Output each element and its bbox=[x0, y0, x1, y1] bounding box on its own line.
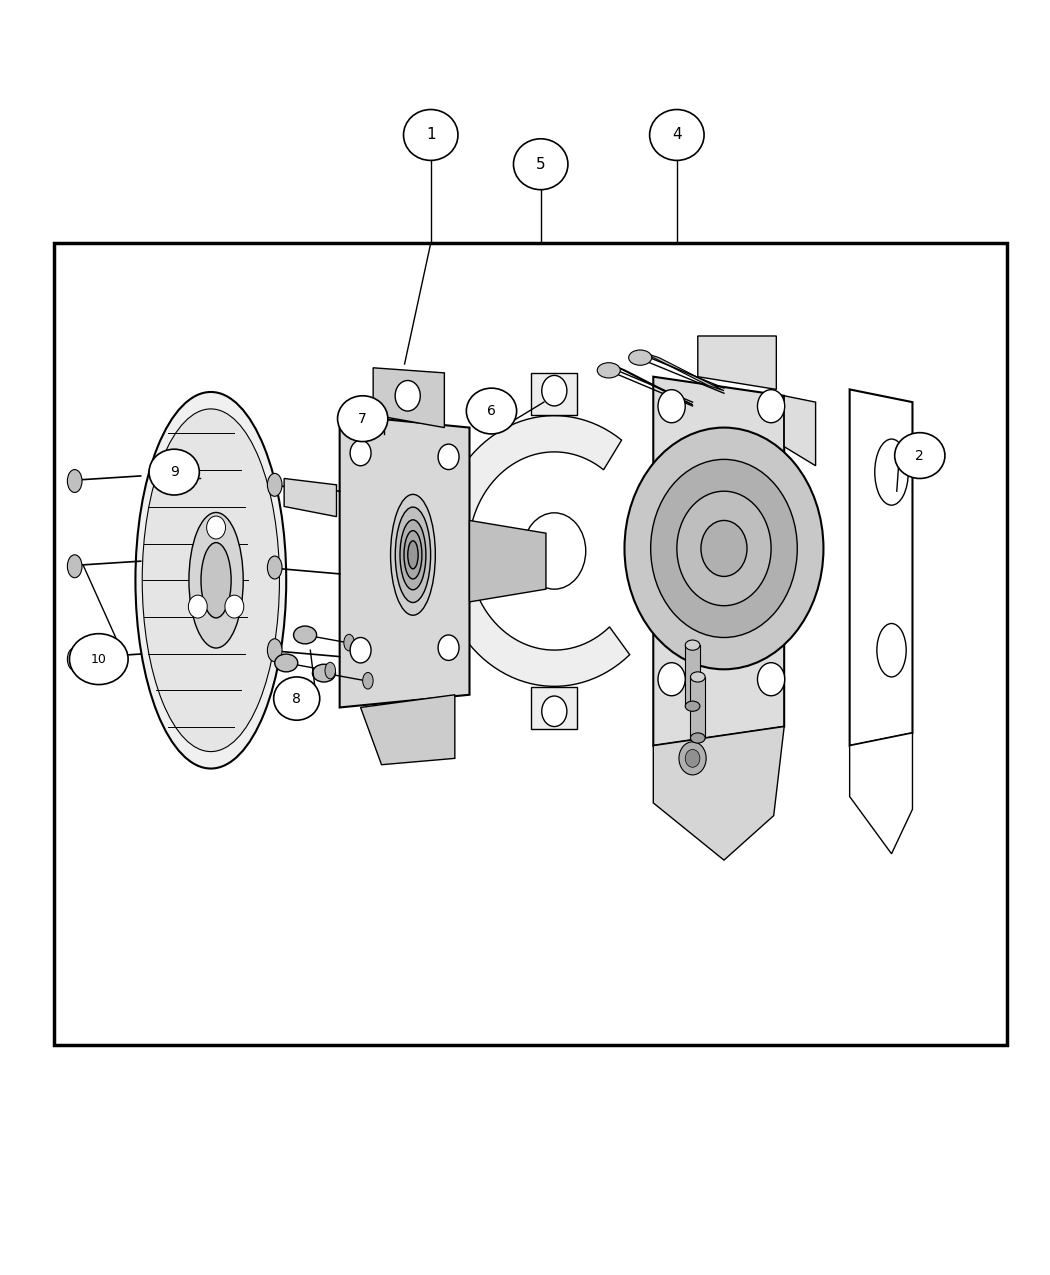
Circle shape bbox=[395, 380, 420, 411]
Circle shape bbox=[625, 427, 823, 669]
Circle shape bbox=[677, 491, 771, 606]
Circle shape bbox=[679, 742, 707, 775]
Polygon shape bbox=[698, 337, 776, 389]
Text: 8: 8 bbox=[292, 691, 301, 705]
Polygon shape bbox=[285, 478, 336, 516]
Polygon shape bbox=[373, 367, 444, 427]
Ellipse shape bbox=[294, 626, 317, 644]
Ellipse shape bbox=[391, 495, 436, 616]
Circle shape bbox=[523, 513, 586, 589]
Ellipse shape bbox=[691, 733, 706, 743]
Polygon shape bbox=[849, 733, 912, 854]
Ellipse shape bbox=[268, 639, 282, 662]
Ellipse shape bbox=[142, 409, 279, 751]
Polygon shape bbox=[437, 416, 630, 686]
Polygon shape bbox=[644, 352, 723, 390]
Ellipse shape bbox=[407, 541, 418, 569]
Polygon shape bbox=[653, 376, 784, 746]
Ellipse shape bbox=[650, 110, 705, 161]
Polygon shape bbox=[531, 687, 578, 729]
Circle shape bbox=[658, 663, 686, 696]
Ellipse shape bbox=[343, 635, 354, 650]
Ellipse shape bbox=[403, 110, 458, 161]
Text: 1: 1 bbox=[426, 128, 436, 143]
Circle shape bbox=[225, 595, 244, 618]
Ellipse shape bbox=[404, 530, 422, 579]
Ellipse shape bbox=[313, 664, 335, 682]
Ellipse shape bbox=[69, 634, 128, 685]
Circle shape bbox=[350, 638, 371, 663]
Text: 2: 2 bbox=[916, 449, 924, 463]
Ellipse shape bbox=[268, 473, 282, 496]
Circle shape bbox=[188, 595, 207, 618]
Polygon shape bbox=[339, 414, 469, 708]
Ellipse shape bbox=[201, 543, 231, 618]
Circle shape bbox=[438, 635, 459, 660]
Polygon shape bbox=[784, 395, 816, 465]
Ellipse shape bbox=[268, 556, 282, 579]
Ellipse shape bbox=[686, 701, 700, 711]
Polygon shape bbox=[611, 363, 693, 404]
Ellipse shape bbox=[326, 662, 335, 678]
Text: 5: 5 bbox=[536, 157, 546, 172]
Circle shape bbox=[701, 520, 747, 576]
Circle shape bbox=[542, 696, 567, 727]
Ellipse shape bbox=[67, 648, 82, 671]
Circle shape bbox=[207, 516, 226, 539]
Polygon shape bbox=[849, 389, 912, 746]
Polygon shape bbox=[653, 727, 784, 861]
Ellipse shape bbox=[686, 640, 700, 650]
Ellipse shape bbox=[337, 395, 387, 441]
Ellipse shape bbox=[135, 391, 287, 769]
Bar bbox=[686, 645, 700, 706]
Circle shape bbox=[350, 440, 371, 465]
Ellipse shape bbox=[895, 432, 945, 478]
Polygon shape bbox=[469, 520, 546, 602]
Ellipse shape bbox=[362, 672, 373, 689]
Ellipse shape bbox=[67, 469, 82, 492]
Ellipse shape bbox=[274, 677, 320, 720]
Ellipse shape bbox=[597, 362, 621, 377]
Ellipse shape bbox=[466, 388, 517, 434]
Text: 9: 9 bbox=[170, 465, 178, 479]
Ellipse shape bbox=[275, 654, 298, 672]
Ellipse shape bbox=[629, 349, 652, 365]
Polygon shape bbox=[531, 372, 578, 414]
Circle shape bbox=[651, 459, 797, 638]
Circle shape bbox=[438, 444, 459, 469]
Bar bbox=[54, 244, 1007, 1044]
Ellipse shape bbox=[400, 520, 426, 590]
Ellipse shape bbox=[189, 513, 244, 648]
Circle shape bbox=[658, 390, 686, 423]
Ellipse shape bbox=[691, 672, 706, 682]
Ellipse shape bbox=[875, 439, 908, 505]
Circle shape bbox=[686, 750, 700, 768]
Text: 7: 7 bbox=[358, 412, 367, 426]
Ellipse shape bbox=[67, 555, 82, 578]
Text: 6: 6 bbox=[487, 404, 496, 418]
Circle shape bbox=[757, 390, 784, 423]
Circle shape bbox=[542, 375, 567, 405]
Text: 10: 10 bbox=[91, 653, 107, 666]
Bar bbox=[691, 677, 706, 738]
Circle shape bbox=[757, 663, 784, 696]
Ellipse shape bbox=[149, 449, 200, 495]
Ellipse shape bbox=[395, 507, 430, 603]
Polygon shape bbox=[360, 695, 455, 765]
Ellipse shape bbox=[877, 623, 906, 677]
Text: 4: 4 bbox=[672, 128, 681, 143]
Ellipse shape bbox=[513, 139, 568, 190]
